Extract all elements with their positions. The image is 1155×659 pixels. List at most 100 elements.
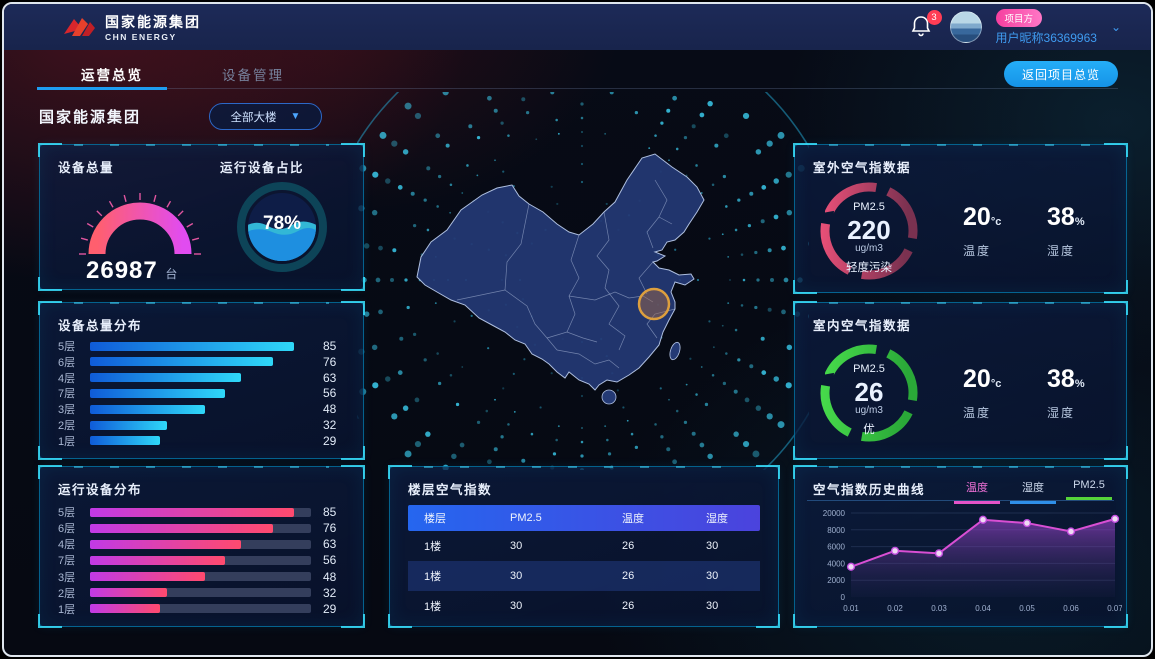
table-header-cell: 温度 [622, 513, 644, 525]
table-header-row: 楼层 PM2.5 温度 湿度 [408, 505, 760, 531]
bar-category-label: 7层 [58, 388, 76, 401]
logo-subtitle: CHN ENERGY [105, 32, 177, 42]
bar-fill [90, 523, 273, 533]
bar-category-label: 5层 [58, 507, 76, 519]
panel-title: 楼层空气指数 [408, 483, 493, 497]
table-cell: 1楼 [424, 541, 442, 553]
panel-floor-air-table: 楼层空气指数 楼层 PM2.5 温度 湿度 1楼 30 26 30 1楼 30 26 30 1楼 30 26… [388, 465, 780, 628]
table-header-cell: 湿度 [706, 513, 728, 525]
province-borders [456, 179, 676, 369]
tab-device-management[interactable]: 设备管理 [222, 68, 284, 83]
run-ratio-value: 78% [263, 213, 302, 234]
bar-value-label: 48 [323, 402, 337, 417]
user-info[interactable]: 项目方 用户昵称36369963 [995, 8, 1097, 46]
china-map[interactable] [357, 92, 809, 470]
legend-label: PM2.5 [1073, 479, 1105, 491]
table-cell: 26 [622, 540, 635, 552]
bar-value-label: 56 [323, 386, 337, 401]
indoor-pm25-unit: ug/m3 [855, 405, 883, 416]
bar-value-label: 85 [323, 339, 337, 353]
indoor-pm25-value: 26 [854, 377, 884, 407]
bar-category-label: 7层 [58, 555, 76, 568]
outdoor-humidity: 38% 湿度 [1047, 203, 1085, 258]
user-avatar[interactable] [949, 11, 982, 43]
bar-category-label: 2层 [58, 587, 76, 600]
svg-text:0.02: 0.02 [887, 604, 903, 613]
bar-category-label: 3层 [58, 404, 76, 417]
panel-title: 室外空气指数据 [813, 161, 912, 175]
legend-item-湿度[interactable]: 湿度 [1010, 479, 1056, 504]
indoor-humidity: 38% 湿度 [1047, 365, 1085, 420]
bar-value-label: 56 [323, 553, 337, 568]
bar-track [90, 523, 311, 533]
company-logo: 国家能源集团 CHN ENERGY [62, 12, 201, 42]
bar-row: 3层 48 [58, 570, 349, 584]
legend-label: 湿度 [1022, 482, 1044, 494]
floor-air-table: 楼层 PM2.5 温度 湿度 1楼 30 26 30 1楼 30 26 30 1楼 30 26 30 [408, 505, 760, 621]
bar-value-label: 29 [323, 601, 337, 616]
bar-value-label: 48 [323, 569, 337, 584]
bar-category-label: 6层 [58, 356, 76, 369]
bar-row: 6层 76 [58, 355, 349, 369]
bar-track [90, 388, 311, 398]
table-header-cell: PM2.5 [510, 512, 542, 524]
device-distribution-bar-chart: 5层 85 6层 76 4层 63 7层 56 3层 48 2层 32 1层 29 [58, 339, 349, 448]
main-tabbar: 运营总览 设备管理 [37, 62, 1118, 90]
legend-item-温度[interactable]: 温度 [954, 479, 1000, 504]
building-filter-dropdown[interactable]: 全部大楼 ▼ [209, 103, 322, 130]
bar-track [90, 341, 311, 351]
table-row[interactable]: 1楼 30 26 30 [408, 591, 760, 621]
bar-fill [90, 373, 242, 383]
map-region-marker[interactable] [637, 287, 671, 321]
outdoor-metric-label: PM2.5 [853, 201, 885, 213]
dropdown-chevron-icon: ▼ [290, 111, 301, 122]
user-menu-chevron-icon[interactable]: ⌄ [1110, 20, 1121, 34]
bar-category-label: 1层 [58, 435, 76, 448]
indoor-temperature: 20°c 温度 [963, 365, 1002, 420]
bar-row: 7层 56 [58, 386, 349, 400]
bar-fill [90, 572, 206, 582]
legend-item-PM2.5[interactable]: PM2.5 [1066, 479, 1112, 504]
table-cell: 1楼 [424, 601, 442, 613]
bar-fill [90, 357, 273, 367]
bar-row: 4层 63 [58, 537, 349, 551]
table-row[interactable]: 1楼 30 26 30 [408, 561, 760, 591]
panel-air-history: 空气指数历史曲线 温度 湿度 PM2.5 0 2000 4000 6000 8000 2000… [793, 465, 1128, 628]
tab-operations-overview[interactable]: 运营总览 [81, 68, 143, 83]
svg-text:0.03: 0.03 [931, 604, 947, 613]
bar-track [90, 604, 311, 614]
device-total-value: 26987 台 [86, 257, 179, 284]
bar-row: 7层 56 [58, 553, 349, 567]
bar-track [90, 404, 311, 414]
run-ratio-liquid-gauge [237, 182, 327, 272]
bar-fill [90, 388, 225, 398]
app-header: 国家能源集团 CHN ENERGY 3 项目方 用户昵称36369963 ⌄ [4, 4, 1151, 50]
svg-text:4000: 4000 [827, 559, 845, 568]
bar-value-label: 85 [323, 505, 337, 519]
outdoor-pm25-value: 220 [847, 215, 891, 245]
bar-track [90, 507, 311, 517]
bar-value-label: 29 [323, 433, 337, 448]
table-cell: 30 [706, 570, 719, 582]
bar-track [90, 436, 311, 446]
svg-text:0.07: 0.07 [1107, 604, 1122, 613]
bar-value-label: 76 [323, 354, 337, 369]
bar-row: 6层 76 [58, 521, 349, 535]
bar-category-label: 3层 [58, 571, 76, 584]
table-header-cell: 楼层 [424, 513, 446, 525]
active-tab-underline [37, 87, 167, 90]
panel-device-distribution: 设备总量分布 5层 85 6层 76 4层 63 7层 56 3层 48 2层 32 1层 29 [38, 301, 365, 460]
return-project-overview-button[interactable]: 返回项目总览 [1003, 61, 1118, 87]
table-row[interactable]: 1楼 30 26 30 [408, 531, 760, 561]
bar-track [90, 357, 311, 367]
logo-title: 国家能源集团 [105, 14, 201, 30]
bar-category-label: 4层 [58, 539, 76, 552]
indoor-status: 优 [863, 424, 875, 436]
legend-divider [807, 500, 1114, 501]
notification-bell[interactable]: 3 [910, 10, 942, 40]
table-cell: 1楼 [424, 571, 442, 583]
notification-badge: 3 [926, 10, 942, 25]
bar-track [90, 420, 311, 430]
table-cell: 30 [510, 570, 523, 582]
device-total-gauge [79, 193, 201, 255]
